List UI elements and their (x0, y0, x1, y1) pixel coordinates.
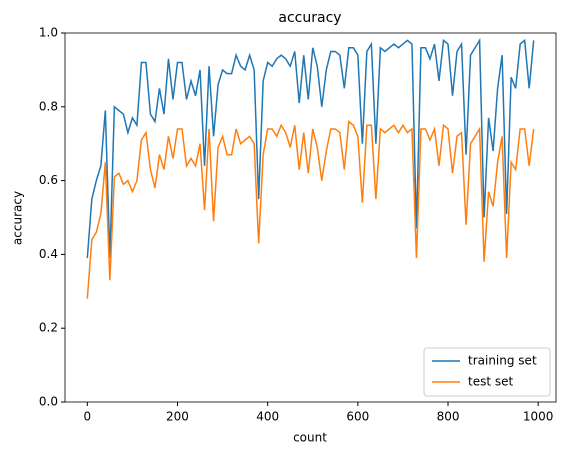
x-tick-label: 400 (256, 410, 279, 424)
x-tick-label: 800 (437, 410, 460, 424)
legend-label: test set (468, 375, 513, 389)
y-tick-label: 0.4 (39, 247, 58, 261)
x-tick-label: 1000 (523, 410, 554, 424)
legend-label: training set (468, 354, 537, 368)
plot-frame (64, 32, 557, 403)
x-tick-label: 0 (83, 410, 91, 424)
y-axis-label: accuracy (11, 191, 25, 245)
series-line (86, 120, 535, 299)
y-tick-label: 0.0 (39, 395, 58, 409)
y-tick-label: 0.2 (39, 321, 58, 335)
chart-title: accuracy (278, 10, 341, 26)
legend-box (423, 347, 551, 397)
x-tick-label: 200 (166, 410, 189, 424)
series-line (86, 37, 535, 259)
y-tick-label: 0.8 (39, 99, 58, 113)
y-tick-label: 1.0 (39, 26, 58, 40)
x-tick-label: 600 (346, 410, 369, 424)
y-tick-label: 0.6 (39, 173, 58, 187)
x-axis-label: count (293, 431, 327, 445)
